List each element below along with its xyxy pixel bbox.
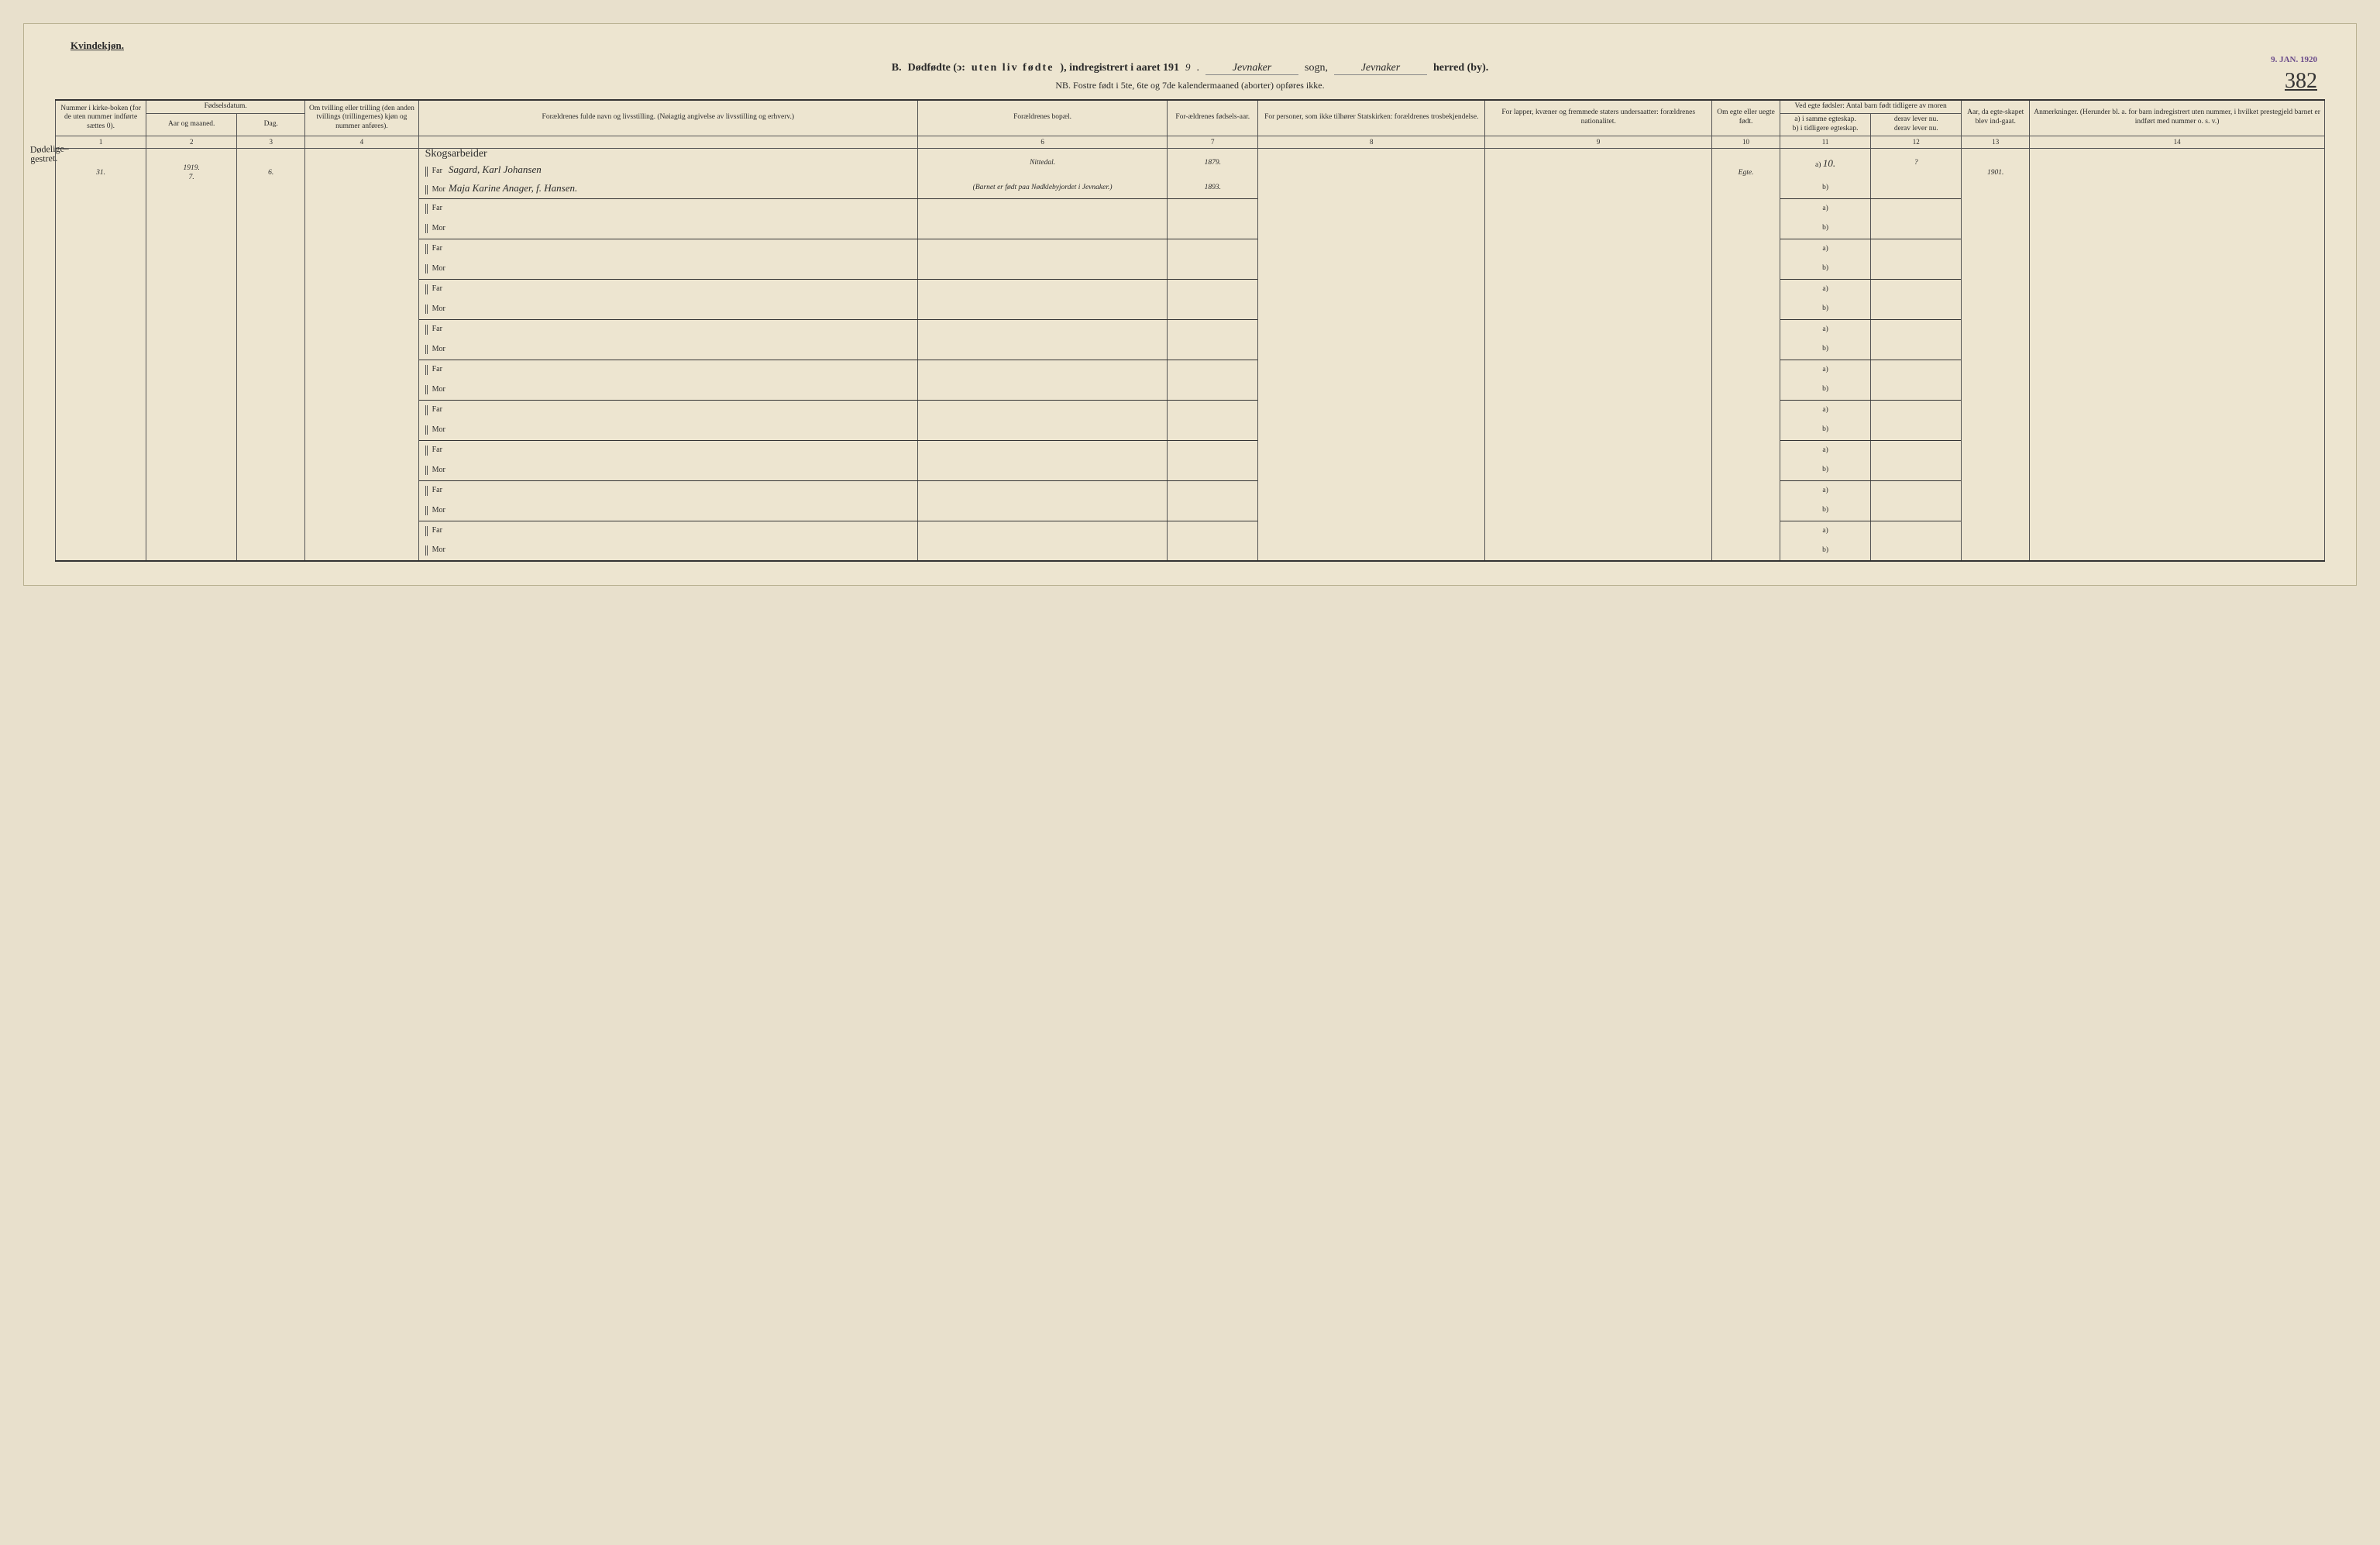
col-7: For-ældrenes fødsels-aar. xyxy=(1168,100,1258,136)
page-number: 382 xyxy=(2285,69,2317,94)
col-2a: Aar og maaned. xyxy=(146,113,237,136)
far-name: Sagard, Karl Johansen xyxy=(449,163,542,175)
entry-row-far: 31. 1919. 7. 6. Skogsarbeider Far Sagard… xyxy=(56,148,2325,178)
date-stamp: 9. JAN. 1920 xyxy=(2271,55,2317,64)
empty-row-far: Fara) xyxy=(56,239,2325,259)
title-main: Dødfødte (ɔ: xyxy=(908,62,965,74)
entry-nationality xyxy=(1485,148,1712,198)
empty-row-far: Fara) xyxy=(56,480,2325,501)
mor-year: 1893. xyxy=(1168,178,1258,198)
register-page: 9. JAN. 1920 382 Dødelige– gestret. Kvin… xyxy=(23,23,2357,586)
far-label: Far xyxy=(425,167,447,177)
register-table: Nummer i kirke-boken (for de uten nummer… xyxy=(55,99,2325,562)
occupation-note: Skogsarbeider xyxy=(425,148,487,160)
entry-12a: ? xyxy=(1871,148,1962,178)
entry-day: 6. xyxy=(237,148,305,198)
empty-row-far: Fara) xyxy=(56,360,2325,380)
herred-value: Jevnaker xyxy=(1334,62,1427,75)
year-suffix: 9 xyxy=(1185,61,1191,74)
col-12: derav lever nu. derav lever nu. xyxy=(1871,113,1962,136)
col-10: Om egte eller uegte født. xyxy=(1712,100,1780,136)
col-4: Om tvilling eller trilling (den anden tv… xyxy=(305,100,418,136)
col-2b: Dag. xyxy=(237,113,305,136)
col-8: For personer, som ikke tilhører Statskir… xyxy=(1258,100,1485,136)
far-year: 1879. xyxy=(1168,148,1258,178)
empty-row-far: Fara) xyxy=(56,440,2325,460)
col-13: Aar, da egte-skapet blev ind-gaat. xyxy=(1962,100,2030,136)
col-9: For lapper, kvæner og fremmede staters u… xyxy=(1485,100,1712,136)
table-body: 31. 1919. 7. 6. Skogsarbeider Far Sagard… xyxy=(56,148,2325,561)
sogn-value: Jevnaker xyxy=(1205,62,1298,75)
entry-11b: b) xyxy=(1780,178,1870,198)
col-11-group: Ved egte fødsler: Antal barn født tidlig… xyxy=(1780,100,1961,113)
entry-12b xyxy=(1871,178,1962,198)
entry-remarks xyxy=(2030,148,2325,198)
empty-row-far: Fara) xyxy=(56,521,2325,541)
herred-label: herred (by). xyxy=(1433,62,1488,74)
table-header: Nummer i kirke-boken (for de uten nummer… xyxy=(56,100,2325,148)
far-bopael: Nittedal. xyxy=(918,148,1168,178)
mor-bopael: (Barnet er født paa Nødklebyjordet i Jev… xyxy=(918,178,1168,198)
entry-11a: a) 10. xyxy=(1780,148,1870,178)
column-numbers: 1 2 3 4 6 7 8 9 10 11 12 13 14 xyxy=(56,136,2325,148)
col-2-group: Fødselsdatum. xyxy=(146,100,305,113)
gender-heading: Kvindekjøn. xyxy=(71,40,2325,52)
empty-row-far: Fara) xyxy=(56,279,2325,299)
margin-note: Dødelige– gestret. xyxy=(30,143,77,163)
entry-religion xyxy=(1258,148,1485,198)
entry-13: 1901. xyxy=(1962,148,2030,198)
title-tail: ), indregistrert i aaret 191 xyxy=(1060,62,1179,74)
mother-cell: Mor Maja Karine Anager, f. Hansen. xyxy=(418,178,917,198)
form-title: B. Dødfødte (ɔ: uten liv fødte ), indreg… xyxy=(55,61,2325,75)
col-14: Anmerkninger. (Herunder bl. a. for barn … xyxy=(2030,100,2325,136)
entry-twin xyxy=(305,148,418,198)
section-letter: B. xyxy=(892,62,902,74)
col-5: Forældrenes fulde navn og livsstilling. … xyxy=(418,100,917,136)
entry-yearmonth: 1919. 7. xyxy=(146,148,237,198)
col-1: Nummer i kirke-boken (for de uten nummer… xyxy=(56,100,146,136)
empty-row-far: Fara) xyxy=(56,400,2325,420)
entry-egte: Egte. xyxy=(1712,148,1780,198)
mor-name: Maja Karine Anager, f. Hansen. xyxy=(449,182,577,194)
mor-label: Mor xyxy=(425,185,447,195)
nb-subheader: NB. Fostre født i 5te, 6te og 7de kalend… xyxy=(55,80,2325,91)
empty-row-far: Fara) xyxy=(56,319,2325,339)
col-11a: a) i samme egteskap. b) i tidligere egte… xyxy=(1780,113,1870,136)
title-spaced: uten liv fødte xyxy=(972,62,1054,74)
sogn-label: sogn, xyxy=(1305,62,1328,74)
col-6: Forældrenes bopæl. xyxy=(918,100,1168,136)
empty-row-far: Fara) xyxy=(56,198,2325,219)
father-cell: Skogsarbeider Far Sagard, Karl Johansen xyxy=(418,148,917,178)
